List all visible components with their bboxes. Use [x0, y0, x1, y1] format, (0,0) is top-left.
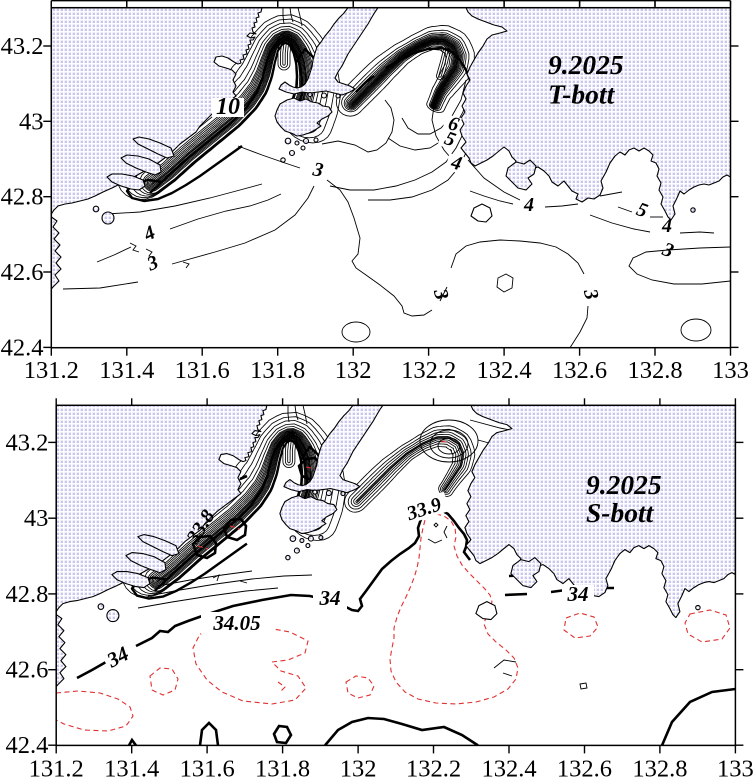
svg-text:43: 43: [19, 108, 44, 135]
svg-text:131.8: 131.8: [250, 357, 305, 384]
svg-text:9.2025: 9.2025: [548, 49, 624, 80]
svg-text:42.4: 42.4: [6, 732, 49, 759]
svg-text:132.4: 132.4: [477, 357, 532, 384]
svg-text:133: 133: [712, 357, 749, 384]
svg-text:43.2: 43.2: [6, 429, 49, 456]
svg-text:42.4: 42.4: [1, 334, 44, 361]
svg-text:132.2: 132.2: [406, 756, 461, 783]
svg-text:42.8: 42.8: [6, 581, 49, 608]
svg-text:132.2: 132.2: [401, 357, 456, 384]
svg-text:9.2025: 9.2025: [586, 469, 662, 500]
svg-text:34: 34: [319, 586, 341, 610]
svg-text:131.4: 131.4: [99, 357, 154, 384]
svg-text:34: 34: [567, 582, 589, 606]
svg-text:4: 4: [523, 194, 534, 216]
svg-text:132.6: 132.6: [557, 756, 612, 783]
svg-text:43: 43: [24, 505, 49, 532]
svg-text:10: 10: [216, 94, 240, 120]
svg-text:T-bott: T-bott: [548, 79, 616, 110]
svg-text:42.6: 42.6: [1, 259, 44, 286]
svg-text:131.4: 131.4: [104, 756, 159, 783]
svg-text:132.6: 132.6: [552, 357, 607, 384]
svg-text:131.6: 131.6: [180, 756, 235, 783]
svg-text:S-bott: S-bott: [586, 497, 655, 528]
svg-text:132.4: 132.4: [481, 756, 536, 783]
svg-text:133: 133: [717, 756, 754, 783]
svg-text:131.6: 131.6: [175, 357, 230, 384]
svg-text:132: 132: [340, 756, 377, 783]
svg-text:3: 3: [310, 158, 325, 182]
svg-text:132.8: 132.8: [627, 357, 682, 384]
svg-text:132: 132: [335, 357, 372, 384]
svg-text:34.05: 34.05: [212, 611, 260, 635]
svg-text:43.2: 43.2: [1, 33, 44, 60]
svg-text:42.6: 42.6: [6, 657, 49, 684]
svg-text:131.2: 131.2: [24, 357, 79, 384]
svg-text:4: 4: [661, 215, 672, 237]
svg-text:42.8: 42.8: [1, 184, 44, 211]
svg-text:131.8: 131.8: [255, 756, 310, 783]
svg-text:132.8: 132.8: [632, 756, 687, 783]
svg-text:131.2: 131.2: [29, 756, 84, 783]
